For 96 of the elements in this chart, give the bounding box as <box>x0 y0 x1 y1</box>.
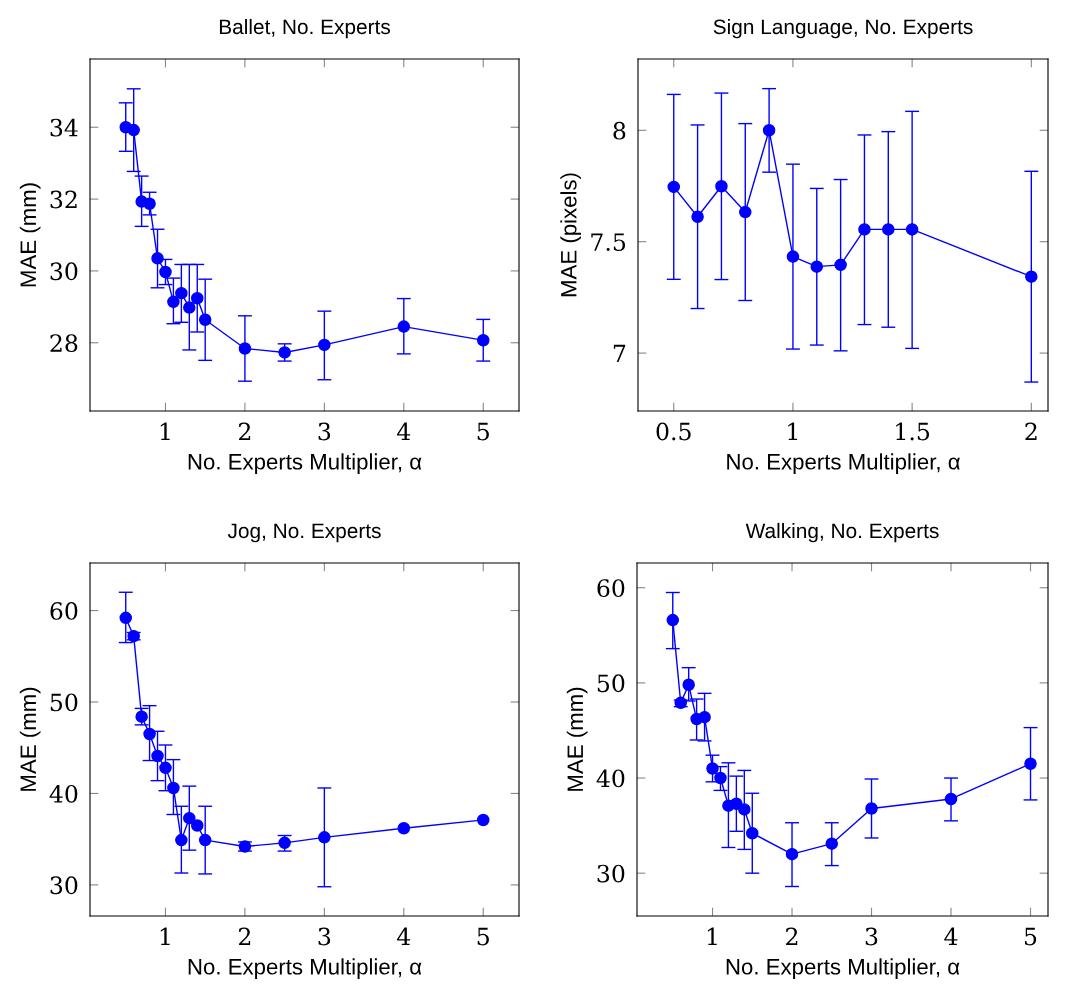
point <box>858 223 871 236</box>
point <box>119 611 133 625</box>
point <box>183 301 196 314</box>
point <box>691 210 704 223</box>
point <box>151 252 164 265</box>
point <box>666 613 680 627</box>
x-axis-title: No. Experts Multiplier, α <box>188 958 422 980</box>
point <box>159 761 172 775</box>
point <box>143 727 156 741</box>
x-tick-label: 1 <box>160 927 170 946</box>
point <box>198 833 212 847</box>
point <box>190 819 204 832</box>
y-tick-label: 30 <box>597 864 625 883</box>
point <box>739 205 752 219</box>
x-tick-label: 2 <box>1025 422 1037 441</box>
point <box>127 123 140 137</box>
y-tick-label: 50 <box>50 693 78 712</box>
chart-title: Sign Language, No. Experts <box>713 18 973 39</box>
point <box>318 831 331 844</box>
x-tick-label: 1.5 <box>896 422 930 441</box>
x-axis-title: No. Experts Multiplier, α <box>726 958 960 980</box>
point <box>190 291 204 305</box>
x-tick-label: 5 <box>477 927 489 946</box>
y-tick-label: 28 <box>50 334 78 353</box>
point <box>730 797 743 810</box>
point <box>810 260 824 273</box>
point <box>318 338 331 352</box>
point <box>198 313 212 327</box>
x-tick-label: 4 <box>397 422 411 441</box>
point <box>667 180 681 194</box>
point <box>1025 270 1038 283</box>
y-tick-label: 7.5 <box>591 233 626 251</box>
y-tick-label: 30 <box>50 262 78 281</box>
point <box>762 124 776 137</box>
point <box>183 811 196 825</box>
x-axis-title: No. Experts Multiplier, α <box>188 453 422 475</box>
x-tick-label: 5 <box>477 422 489 441</box>
point <box>698 710 711 724</box>
x-tick-label: 3 <box>318 927 331 946</box>
y-axis-title: MAE (mm) <box>19 183 41 287</box>
x-tick-label: 5 <box>1025 927 1037 946</box>
point <box>834 258 847 272</box>
point <box>167 295 180 309</box>
y-tick-label: 8 <box>613 121 626 140</box>
x-tick-label: 1 <box>160 422 170 441</box>
y-axis-title: MAE (mm) <box>19 687 41 791</box>
point <box>825 837 839 850</box>
y-tick-label: 7 <box>613 344 626 363</box>
x-tick-label: 1 <box>707 927 717 946</box>
y-tick-label: 40 <box>49 784 78 803</box>
y-tick-label: 50 <box>597 674 625 693</box>
point <box>682 678 695 692</box>
x-tick-label: 2 <box>239 927 251 946</box>
point <box>175 286 188 300</box>
y-axis-title: MAE (mm) <box>566 687 588 791</box>
point <box>786 250 800 263</box>
y-axis-title: MAE (pixels) <box>560 173 582 297</box>
y-tick-label: 30 <box>50 876 78 895</box>
point <box>476 813 490 827</box>
x-tick-label: 1 <box>788 422 798 441</box>
point <box>785 847 799 861</box>
point <box>1024 757 1037 771</box>
y-tick-label: 40 <box>596 769 625 788</box>
point <box>167 781 180 795</box>
point <box>706 762 719 775</box>
chart-title: Walking, No. Experts <box>745 522 939 543</box>
point <box>882 223 895 236</box>
point <box>738 803 751 816</box>
x-tick-label: 2 <box>786 927 798 946</box>
point <box>905 223 919 236</box>
point <box>714 771 727 785</box>
point <box>746 826 759 840</box>
x-tick-label: 4 <box>944 927 958 946</box>
point <box>175 833 188 847</box>
x-axis-title: No. Experts Multiplier, α <box>727 453 960 475</box>
x-tick-label: 3 <box>318 422 331 441</box>
point <box>151 749 164 763</box>
y-tick-label: 32 <box>50 190 77 209</box>
chart-title: Ballet, No. Experts <box>219 18 391 39</box>
point <box>715 179 728 193</box>
chart-title: Jog, No. Experts <box>227 523 381 543</box>
point <box>397 320 411 333</box>
point <box>238 342 252 355</box>
point <box>944 792 958 806</box>
y-tick-label: 60 <box>50 602 78 620</box>
x-tick-label: 2 <box>239 422 251 441</box>
point <box>159 265 172 279</box>
x-tick-label: 0.5 <box>656 422 691 441</box>
point <box>143 197 156 211</box>
point <box>865 802 878 815</box>
point <box>476 333 490 347</box>
y-tick-label: 60 <box>597 579 625 598</box>
x-tick-label: 3 <box>865 927 878 946</box>
x-tick-label: 4 <box>397 927 411 946</box>
point <box>397 821 411 835</box>
y-tick-label: 34 <box>50 118 78 137</box>
